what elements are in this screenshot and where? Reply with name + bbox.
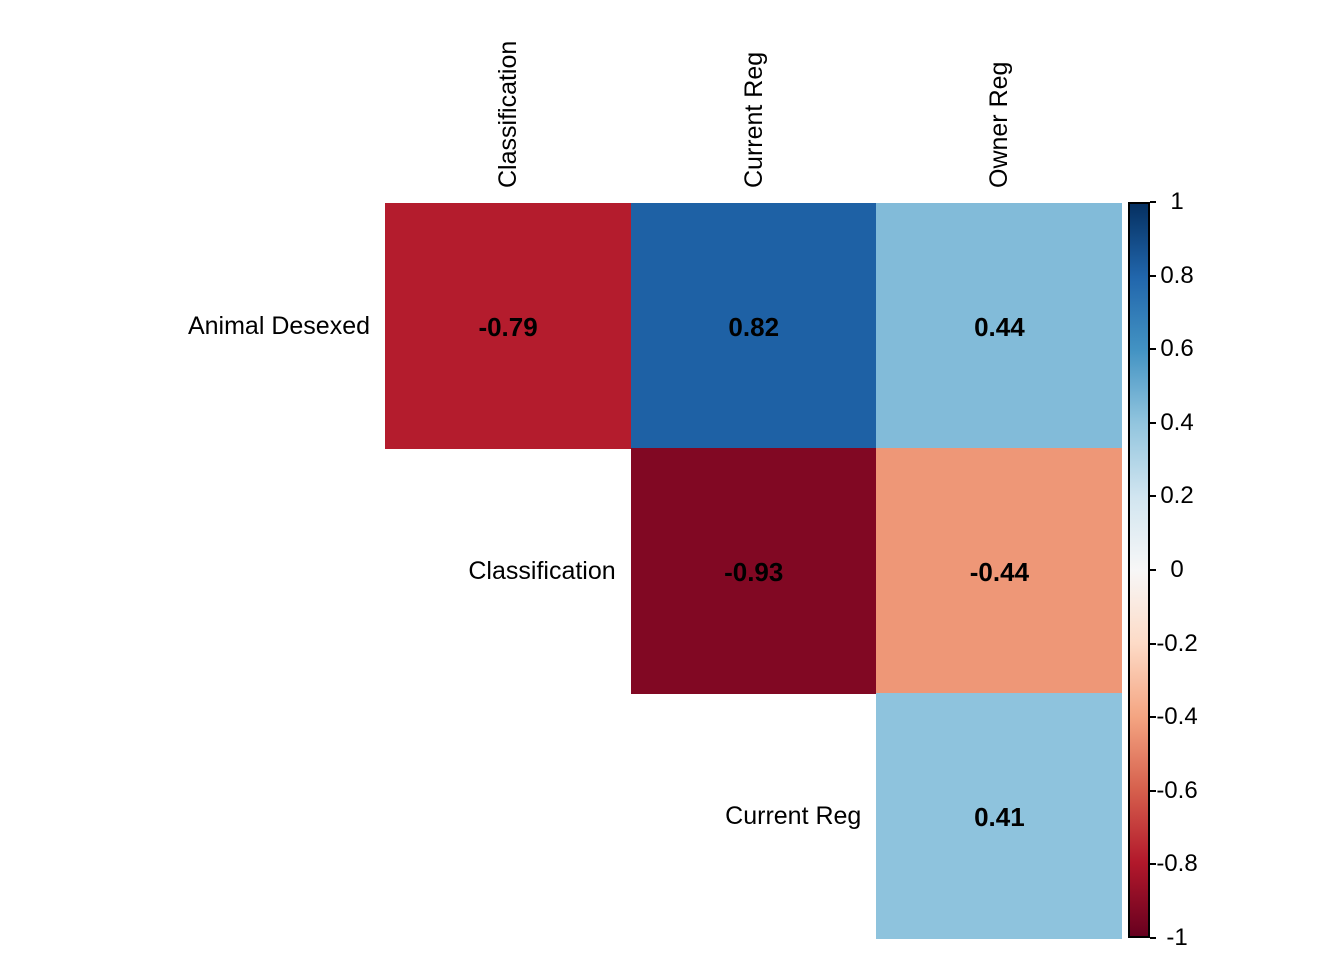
colorbar-tick-label: 0.2 (1160, 482, 1194, 510)
heatmap-cell: 0.41 (876, 693, 1123, 939)
colorbar-tick (1150, 863, 1156, 866)
column-label: Classification (493, 40, 522, 188)
colorbar-tick-label: 0.4 (1160, 408, 1194, 436)
heatmap-cell: 0.44 (876, 203, 1123, 449)
colorbar-tick (1150, 569, 1156, 571)
colorbar-tick-label: 0.6 (1160, 335, 1194, 363)
cell-value: -0.79 (478, 312, 538, 343)
cell-value: 0.82 (728, 312, 780, 343)
colorbar (1128, 202, 1150, 938)
cell-value: 0.44 (974, 312, 1025, 343)
column-label: Owner Reg (985, 61, 1014, 188)
colorbar-tick-label: -0.6 (1156, 776, 1198, 804)
colorbar-tick (1150, 716, 1156, 719)
heatmap-cell: -0.44 (876, 448, 1123, 694)
column-label: Current Reg (739, 51, 768, 188)
colorbar-tick-label: -0.2 (1156, 629, 1198, 657)
heatmap-cell: -0.79 (385, 203, 632, 449)
cell-value: -0.93 (724, 557, 784, 588)
row-label: Classification (468, 556, 616, 585)
colorbar-tick (1150, 789, 1156, 792)
colorbar-tick (1150, 421, 1156, 424)
heatmap-cell: 0.82 (630, 203, 877, 449)
colorbar-tick (1150, 937, 1156, 939)
colorbar-tick-label: 0.8 (1160, 261, 1194, 289)
colorbar-tick-label: -1 (1166, 924, 1188, 951)
cell-value: 0.41 (974, 802, 1025, 833)
colorbar-tick (1150, 642, 1156, 645)
colorbar-tick-label: 1 (1170, 188, 1184, 215)
colorbar-tick-label: -0.8 (1156, 850, 1198, 878)
colorbar-tick (1150, 348, 1156, 351)
colorbar-tick (1150, 201, 1156, 203)
colorbar-tick-label: -0.4 (1156, 703, 1198, 731)
cell-value: -0.44 (969, 557, 1030, 588)
colorbar-tick-label: 0 (1170, 556, 1184, 583)
row-label: Animal Desexed (187, 311, 370, 340)
colorbar-tick (1150, 274, 1156, 277)
heatmap-cell: -0.93 (630, 448, 877, 694)
row-label: Current Reg (725, 801, 862, 830)
colorbar-tick (1150, 495, 1156, 498)
